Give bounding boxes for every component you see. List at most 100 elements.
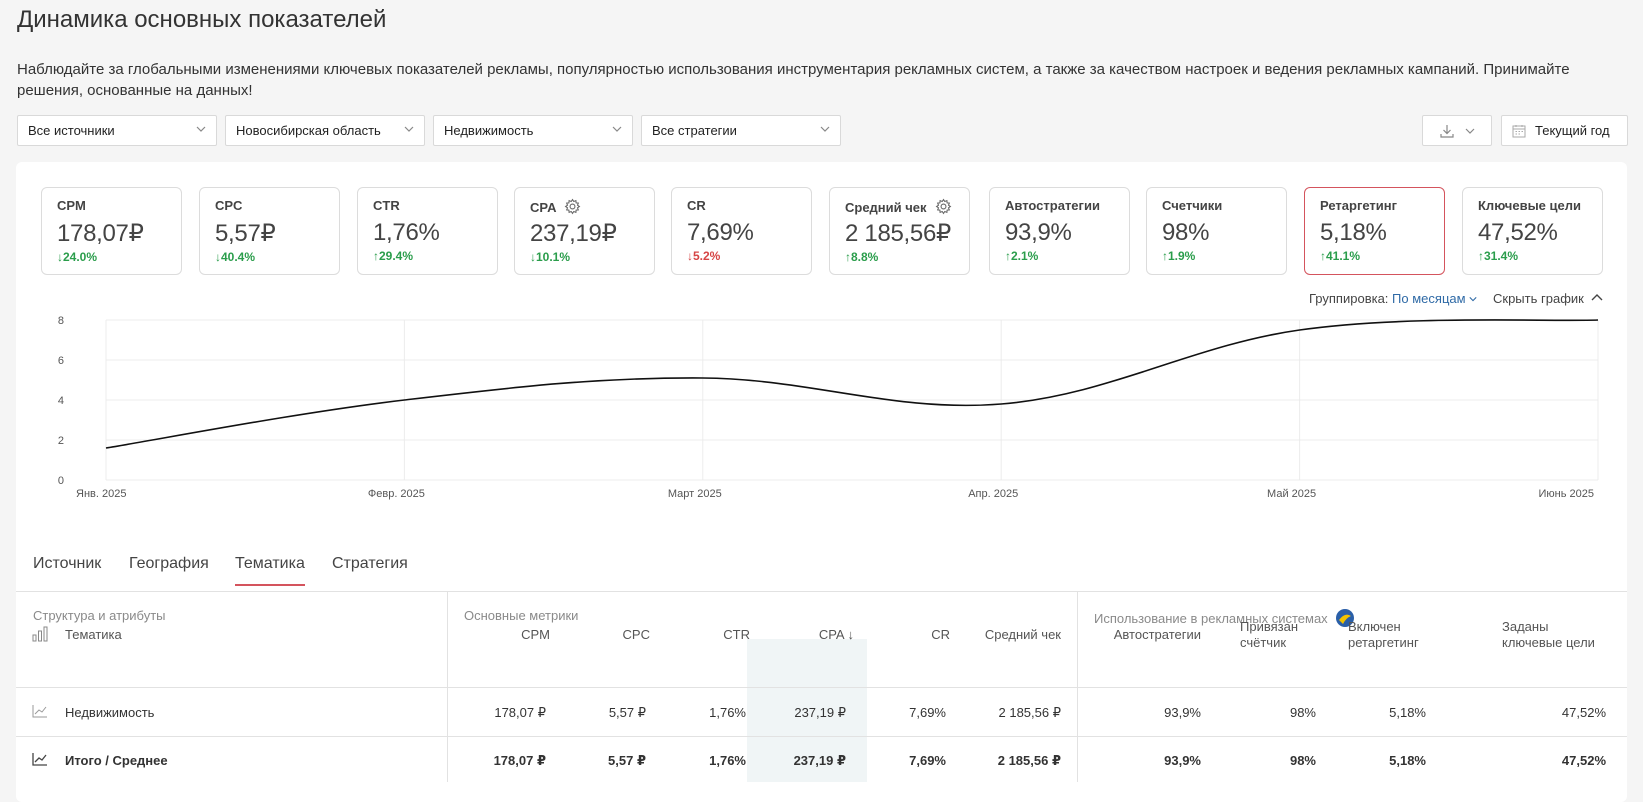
column-header-topic[interactable]: Тематика (65, 627, 122, 642)
chevron-down-icon (196, 126, 206, 132)
kpi-card-cpm[interactable]: CPM 178,07₽ ↓24.0% (41, 187, 182, 275)
kpi-value: 47,52% (1478, 219, 1558, 246)
x-tick-label: Янв. 2025 (76, 488, 126, 500)
total-cpm: 178,07 ₽ (493, 753, 546, 768)
kpi-value: 7,69% (687, 219, 754, 246)
hide-chart-label: Скрыть график (1493, 291, 1584, 306)
kpi-value: 98% (1162, 219, 1210, 246)
cell-avg-check: 2 185,56 ₽ (998, 705, 1062, 720)
total-cr: 7,69% (909, 753, 946, 768)
cell-counter-linked: 98% (1289, 705, 1316, 720)
kpi-delta: ↑1.9% (1162, 249, 1196, 263)
period-button[interactable]: Текущий год (1501, 115, 1628, 146)
calendar-icon (1512, 125, 1526, 138)
kpi-value: 93,9% (1005, 219, 1072, 246)
total-cpa: 237,19 ₽ (793, 753, 846, 768)
trend-chart-icon[interactable] (32, 752, 48, 766)
grouping-control[interactable]: Группировка: По месяцам (1309, 291, 1477, 306)
kpi-delta: ↓40.4% (215, 250, 256, 264)
kpi-card-counters[interactable]: Счетчики 98% ↑1.9% (1146, 187, 1287, 275)
filter-topic[interactable]: Недвижимость (433, 115, 633, 146)
column-header-ctr[interactable]: CTR (723, 627, 750, 642)
kpi-value: 2 185,56₽ (845, 220, 951, 247)
cell-cpm: 178,07 ₽ (494, 705, 546, 720)
column-header-cr[interactable]: CR (931, 627, 950, 642)
download-icon (1440, 125, 1454, 138)
kpi-card-cr[interactable]: CR 7,69% ↓5.2% (671, 187, 812, 275)
y-tick-label: 0 (58, 475, 64, 487)
kpi-card-cpa[interactable]: CPA 237,19₽ ↓10.1% (514, 187, 655, 275)
gear-icon[interactable] (935, 198, 952, 215)
kpi-value: 237,19₽ (530, 220, 617, 247)
cell-cpc: 5,57 ₽ (608, 705, 646, 720)
column-header-autostrategies[interactable]: Автостратегии (1113, 627, 1201, 642)
kpi-delta: ↓10.1% (530, 250, 571, 264)
total-row-label: Итого / Среднее (65, 753, 168, 768)
yandex-logo-icon (1336, 609, 1355, 627)
kpi-card-avg-check[interactable]: Средний чек 2 185,56₽ ↑8.8% (829, 187, 970, 275)
bar-chart-icon[interactable] (32, 626, 48, 642)
tab-geography[interactable]: География (129, 555, 209, 572)
tab-source[interactable]: Источник (33, 555, 102, 572)
filter-source[interactable]: Все источники (17, 115, 217, 146)
kpi-delta: ↑31.4% (1478, 249, 1519, 263)
hide-chart-button[interactable]: Скрыть график (1493, 291, 1603, 306)
kpi-card-cpc[interactable]: CPC 5,57₽ ↓40.4% (199, 187, 340, 275)
column-header-counter-linked[interactable]: Привязан счётчик (1240, 619, 1299, 650)
trend-chart-icon[interactable] (32, 704, 48, 718)
column-header-retargeting-enabled[interactable]: Включен ретаргетинг (1348, 619, 1419, 650)
row-topic-name[interactable]: Недвижимость (65, 705, 155, 720)
total-retargeting: 5,18% (1389, 753, 1426, 768)
kpi-label: CTR (373, 198, 400, 213)
kpi-delta: ↑41.1% (1320, 249, 1361, 263)
kpi-label: Ключевые цели (1478, 198, 1581, 213)
kpi-value: 5,18% (1320, 219, 1387, 246)
chevron-up-icon (1591, 294, 1603, 301)
tab-topic[interactable]: Тематика (235, 555, 305, 586)
kpi-card-key-goals[interactable]: Ключевые цели 47,52% ↑31.4% (1462, 187, 1603, 275)
kpi-delta: ↑8.8% (845, 250, 879, 264)
download-button[interactable] (1422, 115, 1492, 146)
kpi-label: CR (687, 198, 706, 213)
filter-strategy-value: Все стратегии (652, 123, 737, 138)
chart-y-axis: 0 2 4 6 8 (58, 315, 64, 487)
y-tick-label: 6 (58, 355, 64, 367)
total-key-goals: 47,52% (1561, 753, 1606, 768)
group-header-metrics: Основные метрики (464, 608, 579, 623)
tab-strategy[interactable]: Стратегия (332, 555, 408, 572)
total-avg-check: 2 185,56 ₽ (997, 753, 1061, 768)
grouping-label: Группировка: (1309, 291, 1389, 306)
page-description: Наблюдайте за глобальными изменениями кл… (17, 61, 1570, 99)
column-header-avg-check[interactable]: Средний чек (984, 627, 1061, 642)
kpi-label: CPC (215, 198, 243, 213)
kpi-card-ctr[interactable]: CTR 1,76% ↑29.4% (357, 187, 498, 275)
dimension-tabs: Источник География Тематика Стратегия (16, 547, 1627, 592)
kpi-value: 178,07₽ (57, 220, 144, 247)
x-tick-label: Июнь 2025 (1539, 488, 1595, 500)
cell-key-goals: 47,52% (1561, 705, 1606, 720)
total-autostrategies: 93,9% (1164, 753, 1201, 768)
gear-icon[interactable] (564, 198, 581, 215)
kpi-label: Ретаргетинг (1320, 198, 1398, 213)
chevron-down-icon (1465, 128, 1475, 134)
column-header-key-goals[interactable]: Заданы ключевые цели (1502, 619, 1595, 650)
kpi-delta: ↓24.0% (57, 250, 98, 264)
chevron-down-icon (820, 126, 830, 132)
group-header-structure: Структура и атрибуты (33, 608, 166, 623)
y-tick-label: 4 (58, 395, 64, 407)
grouping-value[interactable]: По месяцам (1392, 291, 1466, 306)
group-header-ad-systems: Использование в рекламных системах (1094, 608, 1355, 628)
filter-region[interactable]: Новосибирская область (225, 115, 425, 146)
kpi-card-retargeting[interactable]: Ретаргетинг 5,18% ↑41.1% (1304, 187, 1445, 275)
page-title: Динамика основных показателей (17, 6, 387, 33)
filter-strategy[interactable]: Все стратегии (641, 115, 841, 146)
cell-autostrategies: 93,9% (1164, 705, 1201, 720)
chevron-down-icon (404, 126, 414, 132)
x-tick-label: Май 2025 (1267, 488, 1316, 500)
column-header-cpm[interactable]: CPM (521, 627, 550, 642)
column-header-cpa[interactable]: CPA ↓ (818, 627, 854, 642)
column-header-cpc[interactable]: CPC (622, 627, 650, 642)
total-counter-linked: 98% (1289, 753, 1316, 768)
kpi-delta: ↑2.1% (1005, 249, 1039, 263)
kpi-card-autostrategies[interactable]: Автостратегии 93,9% ↑2.1% (989, 187, 1130, 275)
